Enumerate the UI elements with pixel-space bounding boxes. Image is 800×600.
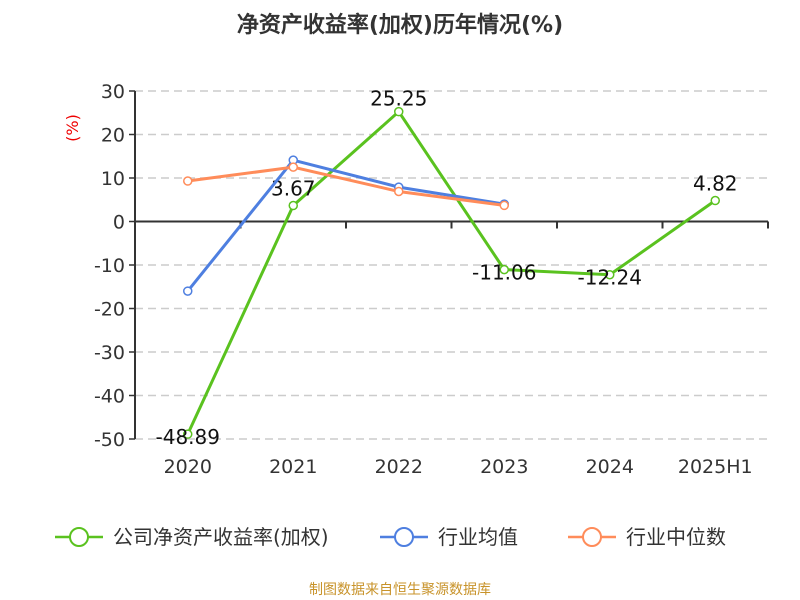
data-point (605, 269, 615, 280)
data-point (394, 186, 404, 197)
x-tick-label: 2023 (480, 456, 528, 478)
series-line (186, 109, 717, 435)
data-point (288, 162, 298, 172)
y-tick-label: -40 (94, 386, 125, 408)
data-label: 4.82 (693, 172, 738, 196)
x-tick-label: 2024 (586, 456, 634, 478)
legend-marker (69, 527, 89, 547)
data-label: -12.24 (578, 266, 642, 290)
y-tick-label: 30 (101, 81, 125, 103)
y-tick-label: 0 (113, 212, 125, 234)
y-tick-label: 10 (101, 168, 125, 190)
y-tick-label: 20 (101, 125, 125, 147)
legend-label: 行业中位数 (626, 525, 726, 549)
data-point (288, 200, 298, 211)
legend-marker (394, 527, 414, 547)
x-tick-label: 2021 (269, 456, 317, 478)
data-point (499, 200, 509, 211)
legend-marker (582, 527, 602, 547)
data-point (183, 429, 193, 439)
y-tick-label: -20 (94, 299, 125, 321)
data-label: -11.06 (472, 261, 536, 285)
legend-label: 公司净资产收益率(加权) (113, 525, 329, 549)
source-note: 制图数据来自恒生聚源数据库 (309, 582, 491, 598)
series-line (187, 165, 505, 207)
data-label: -48.89 (156, 425, 220, 449)
x-tick-label: 2020 (164, 456, 212, 478)
data-point (183, 286, 193, 296)
legend-label: 行业均值 (438, 525, 518, 549)
chart-title: 净资产收益率(加权)历年情况(%) (237, 12, 563, 38)
y-axis-label: (%) (63, 114, 82, 142)
data-point (394, 106, 404, 117)
data-point (499, 264, 509, 275)
y-tick-label: -50 (94, 429, 125, 451)
y-tick-label: -10 (94, 255, 125, 277)
series-line (186, 158, 505, 293)
data-point (183, 176, 193, 186)
x-tick-label: 2025H1 (678, 456, 753, 478)
data-point (710, 195, 720, 206)
y-tick-label: -30 (94, 342, 125, 364)
data-label: 25.25 (370, 87, 427, 111)
x-tick-label: 2022 (375, 456, 423, 478)
